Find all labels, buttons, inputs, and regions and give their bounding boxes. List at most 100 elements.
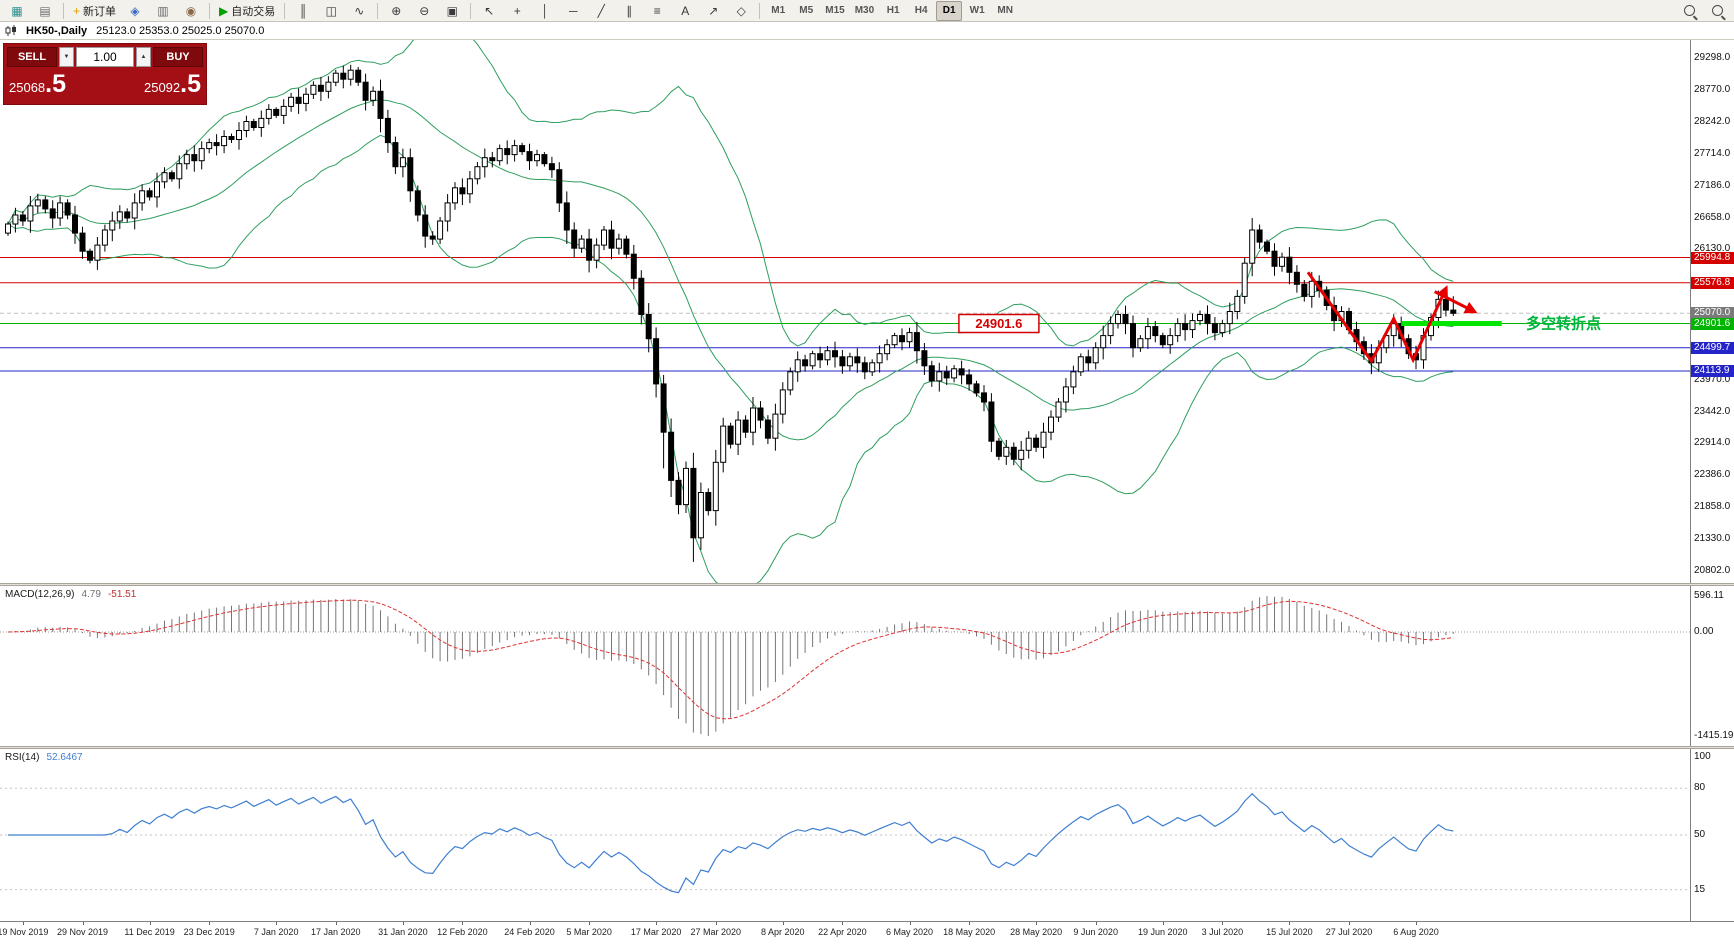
level-price-tag: 25576.8 <box>1691 276 1734 289</box>
timeframe-m15-button[interactable]: M15 <box>825 5 845 16</box>
macd-signal-line <box>7 599 1454 720</box>
crosshair-icon: + <box>513 3 521 18</box>
macd-indicator-label: MACD(12,26,9) 4.79 -51.51 <box>5 589 137 600</box>
new-order-button[interactable]: + 新订单 <box>73 3 117 18</box>
chart-window-icon: ▦ <box>11 3 23 18</box>
tile-windows-icon: ▣ <box>446 3 458 18</box>
time-axis-label: 8 Apr 2020 <box>761 927 805 937</box>
horizontal-line-icon[interactable]: ─ <box>560 1 586 21</box>
rsi-line <box>8 792 1454 894</box>
zoom-out-icon: ⊖ <box>419 3 430 18</box>
zigzag-annotation <box>1306 271 1448 364</box>
timeframe-mn-button[interactable]: MN <box>997 5 1013 16</box>
toolbar-separator <box>284 2 286 19</box>
navigator-icon[interactable]: ◉ <box>178 1 204 21</box>
layout-icon: ▤ <box>39 3 51 18</box>
new-order-button: + <box>73 3 81 18</box>
rsi-scale-label: 15 <box>1694 883 1706 895</box>
market-watch-icon[interactable]: ▥ <box>150 1 176 21</box>
trendline-icon: ╱ <box>597 3 605 18</box>
candlestick-chart-icon <box>5 24 17 37</box>
level-price-tag: 24499.7 <box>1691 341 1734 354</box>
indicators-list-icon[interactable]: ◈ <box>122 1 148 21</box>
tile-windows-icon[interactable]: ▣ <box>439 1 465 21</box>
time-axis-tick <box>462 922 464 925</box>
level-price-tag: 25994.8 <box>1691 251 1734 264</box>
sell-price[interactable]: 25068.5 <box>9 70 67 98</box>
macd-pane-canvas <box>0 596 1690 736</box>
timeframe-d1-button[interactable]: D1 <box>936 0 963 21</box>
time-axis-tick <box>402 922 404 925</box>
volume-increase-button[interactable]: ▲ <box>136 47 151 67</box>
time-axis-label: 15 Jul 2020 <box>1266 927 1313 937</box>
time-axis-label: 22 Apr 2020 <box>818 927 867 937</box>
market-watch-icon: ▥ <box>157 3 169 18</box>
shapes-icon[interactable]: ◇ <box>728 1 754 21</box>
rsi-indicator-label: RSI(14) 52.6467 <box>5 752 83 763</box>
time-axis-tick <box>1416 922 1417 925</box>
timeframe-h4-button[interactable]: H4 <box>914 5 928 16</box>
time-axis-tick <box>1289 922 1291 925</box>
price-scale-label: 26130.0 <box>1694 243 1731 255</box>
price-scale-label: 21330.0 <box>1694 533 1731 544</box>
time-axis-label: 19 Jun 2020 <box>1138 927 1188 937</box>
search-symbol-icon[interactable] <box>1676 1 1702 21</box>
equidistant-channel-icon[interactable]: ∥ <box>616 1 642 21</box>
zoom-out-icon[interactable]: ⊖ <box>411 1 437 21</box>
time-axis-label: 18 May 2020 <box>943 927 996 937</box>
timeframe-m1-button[interactable]: M1 <box>771 5 786 16</box>
time-axis-label: 24 Feb 2020 <box>504 927 555 937</box>
vertical-line-icon[interactable]: │ <box>532 1 558 21</box>
time-axis-tick <box>529 922 531 925</box>
volume-input[interactable] <box>76 47 134 67</box>
timeframe-m5-button[interactable]: M5 <box>799 5 814 16</box>
arrow-object-icon[interactable]: ↗ <box>700 1 726 21</box>
bar-chart-icon: ║ <box>298 3 308 18</box>
candlestick-icon[interactable]: ◫ <box>318 1 344 21</box>
pane-separator[interactable] <box>0 583 1734 586</box>
zoom-in-icon: ⊕ <box>391 3 402 18</box>
volume-decrease-button[interactable]: ▼ <box>59 47 74 67</box>
horizontal-line-icon: ─ <box>568 3 578 18</box>
timeframe-w1-button[interactable]: W1 <box>969 5 985 16</box>
autotrading-button[interactable]: ▶ 自动交易 <box>219 3 276 18</box>
macd-scale-label: 596.11 <box>1694 590 1724 601</box>
toolbar-separator <box>470 2 472 19</box>
chart-window-icon[interactable]: ▦ <box>4 1 30 21</box>
search-help-icon[interactable] <box>1704 1 1730 21</box>
layout-icon[interactable]: ▤ <box>32 1 58 21</box>
rsi-pane-canvas <box>0 787 1690 894</box>
time-axis-tick <box>149 922 151 925</box>
time-axis-tick <box>589 922 591 925</box>
pane-separator[interactable] <box>0 746 1734 749</box>
price-scale-label: 28770.0 <box>1694 84 1731 96</box>
macd-scale-label: -1415.19 <box>1694 730 1734 741</box>
price-scale-label: 26658.0 <box>1694 211 1731 223</box>
arrow-object-icon: ↗ <box>708 3 719 18</box>
sell-button[interactable]: SELL <box>7 47 57 67</box>
cursor-icon[interactable]: ↖ <box>476 1 502 21</box>
price-pane: 24901.6 多空转折点 29298.0 28770.0 28242.0 27714.… <box>0 40 1734 583</box>
buy-price[interactable]: 25092.5 <box>143 70 201 98</box>
buy-button[interactable]: BUY <box>153 47 203 67</box>
zoom-in-icon[interactable]: ⊕ <box>383 1 409 21</box>
timeframe-h1-button[interactable]: H1 <box>886 5 900 16</box>
timeframe-m30-button[interactable]: M30 <box>854 5 875 16</box>
price-scale-label: 21858.0 <box>1694 501 1731 513</box>
fibonacci-icon[interactable]: ≡ <box>644 1 670 21</box>
time-axis-tick <box>1349 922 1350 925</box>
time-axis-tick <box>1162 922 1164 925</box>
search-help-icon <box>1711 5 1723 16</box>
line-chart-icon[interactable]: ∿ <box>346 1 372 21</box>
price-scale-label: 29298.0 <box>1694 52 1731 64</box>
trendline-icon[interactable]: ╱ <box>588 1 614 21</box>
text-label-icon[interactable]: A <box>672 1 698 21</box>
time-axis-tick <box>209 922 211 925</box>
time-axis-label: 17 Mar 2020 <box>630 927 682 937</box>
toolbar-separator <box>377 2 379 19</box>
time-axis-label: 6 Aug 2020 <box>1393 927 1439 937</box>
crosshair-icon[interactable]: + <box>504 1 530 21</box>
time-axis-label: 17 Jan 2020 <box>311 927 361 937</box>
time-axis-tick <box>909 922 911 925</box>
bar-chart-icon[interactable]: ║ <box>290 1 316 21</box>
